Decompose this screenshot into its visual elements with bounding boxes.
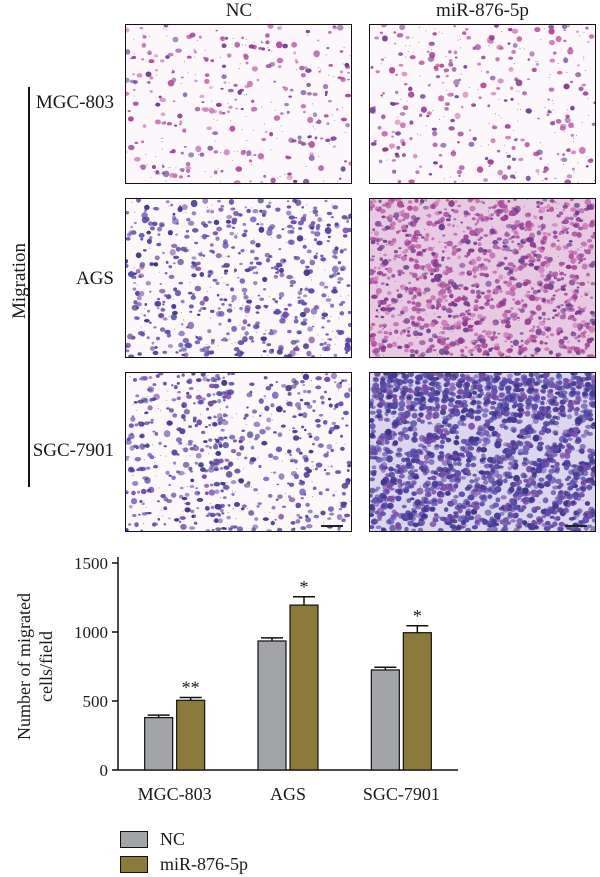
micrograph-sgc7901-mir (369, 372, 596, 532)
migration-bar-chart: Number of migrated cells/field 0 500 1000 150… (0, 545, 600, 815)
bar (370, 669, 400, 771)
x-tick-label: AGS (270, 784, 306, 804)
column-header-nc: NC (225, 0, 253, 21)
y-tick-label: 500 (83, 692, 109, 711)
row-label-mgc803: MGC-803 (35, 92, 114, 113)
micrograph-mgc803-nc (125, 24, 352, 184)
group-bracket-line (28, 87, 30, 487)
bar (289, 604, 319, 771)
significance-marker: * (413, 606, 422, 626)
micrograph-sgc7901-nc (125, 372, 352, 532)
bar (144, 716, 174, 771)
scale-bar (565, 525, 587, 527)
x-tick-label: SGC-7901 (363, 784, 440, 804)
significance-marker: * (300, 577, 309, 597)
column-header-mir: miR-876-5p (436, 0, 529, 21)
row-label-ags: AGS (75, 268, 114, 289)
y-tick-label: 0 (100, 761, 109, 780)
bar (402, 632, 432, 771)
y-tick-label: 1000 (74, 623, 108, 642)
micrograph-mgc803-mir (369, 24, 596, 184)
legend-item-nc: NC (120, 828, 185, 850)
y-tick-label: 1500 (74, 554, 108, 573)
legend-swatch-nc (120, 830, 148, 848)
legend-label-mir: miR-876-5p (160, 853, 248, 874)
significance-marker: ** (182, 678, 200, 698)
x-tick-label: MGC-803 (138, 784, 212, 804)
bar (257, 640, 287, 771)
scale-bar (321, 525, 343, 527)
bar-chart-svg: Number of migrated cells/field 0 500 1000 150… (14, 554, 458, 804)
bar (176, 699, 206, 771)
legend-label-nc: NC (160, 828, 186, 849)
micrograph-ags-mir (369, 198, 596, 358)
y-axis-label: Number of migrated cells/field (14, 593, 56, 740)
legend-swatch-mir (120, 855, 148, 873)
row-label-sgc7901: SGC-7901 (32, 440, 114, 461)
micrograph-ags-nc (125, 198, 352, 358)
group-label-migration: Migration (9, 243, 30, 319)
legend-item-mir: miR-876-5p (120, 853, 248, 875)
